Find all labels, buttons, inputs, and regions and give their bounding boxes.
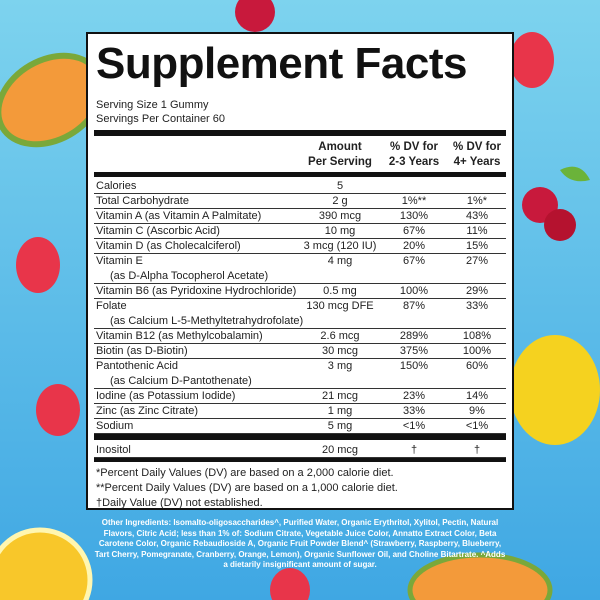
column-header: 4+ Years xyxy=(453,156,501,168)
serving-size: Serving Size 1 Gummy xyxy=(96,99,209,111)
dv-2-3-years: <1% xyxy=(402,420,426,432)
dv-2-3-years: 20% xyxy=(402,240,426,252)
dv-2-3-years: 150% xyxy=(399,360,429,372)
nutrient-name: Inositol xyxy=(96,444,131,456)
dv-4-plus-years: 1%* xyxy=(466,195,488,207)
dv-2-3-years: 130% xyxy=(399,210,429,222)
dv-2-3-years: 23% xyxy=(402,390,426,402)
nutrient-name: Biotin (as D-Biotin) xyxy=(96,345,188,357)
row-rule xyxy=(94,238,506,239)
amount: 5 xyxy=(336,180,344,192)
nutrient-name: Zinc (as Zinc Citrate) xyxy=(96,405,199,417)
nutrient-name: Pantothenic Acid xyxy=(96,360,178,372)
nutrient-name: Vitamin D (as Cholecalciferol) xyxy=(96,240,241,252)
dv-2-3-years: 33% xyxy=(402,405,426,417)
nutrient-name: Total Carbohydrate xyxy=(96,195,189,207)
dv-4-plus-years: 27% xyxy=(465,255,489,267)
servings-per-container: Servings Per Container 60 xyxy=(96,113,226,125)
nutrient-name: Folate xyxy=(96,300,127,312)
row-rule xyxy=(94,283,506,284)
column-header: Per Serving xyxy=(308,156,372,168)
dv-2-3-years: 100% xyxy=(399,285,429,297)
supplement-facts-panel: Supplement Facts Serving Size 1 Gummy Se… xyxy=(86,32,514,510)
dv-2-3-years: † xyxy=(410,444,418,456)
dv-2-3-years: 375% xyxy=(399,345,429,357)
column-header: 2-3 Years xyxy=(388,156,440,168)
footnote: †Daily Value (DV) not established. xyxy=(96,497,263,509)
amount: 3 mcg (120 IU) xyxy=(303,240,377,252)
row-rule xyxy=(94,193,506,194)
nutrient-source: (as D-Alpha Tocopherol Acetate) xyxy=(110,270,269,282)
nutrient-name: Iodine (as Potassium Iodide) xyxy=(96,390,236,402)
amount: 2.6 mcg xyxy=(320,330,360,342)
dv-4-plus-years: 108% xyxy=(462,330,492,342)
rule xyxy=(94,130,506,136)
column-header: % DV for xyxy=(390,141,438,153)
row-rule xyxy=(94,418,506,419)
dv-4-plus-years: 100% xyxy=(462,345,492,357)
row-rule xyxy=(94,208,506,209)
amount: 5 mg xyxy=(327,420,353,432)
amount: 0.5 mg xyxy=(323,285,357,297)
rule xyxy=(94,172,506,177)
dv-4-plus-years: <1% xyxy=(465,420,489,432)
dv-2-3-years: 1%** xyxy=(401,195,427,207)
row-rule xyxy=(94,358,506,359)
dv-4-plus-years: 33% xyxy=(465,300,489,312)
column-header: Amount xyxy=(318,141,362,153)
row-rule xyxy=(94,328,506,329)
rule xyxy=(94,434,506,440)
row-rule xyxy=(94,298,506,299)
footnote: *Percent Daily Values (DV) are based on … xyxy=(96,467,394,479)
row-rule xyxy=(94,223,506,224)
amount: 1 mg xyxy=(327,405,353,417)
dv-4-plus-years: 14% xyxy=(465,390,489,402)
row-rule xyxy=(94,343,506,344)
row-rule xyxy=(94,253,506,254)
nutrient-source: (as Calcium D-Pantothenate) xyxy=(110,375,252,387)
dv-4-plus-years: 9% xyxy=(469,405,485,417)
amount: 390 mcg xyxy=(318,210,362,222)
dv-4-plus-years: 43% xyxy=(465,210,489,222)
row-rule xyxy=(94,403,506,404)
footnote: **Percent Daily Values (DV) are based on… xyxy=(96,482,398,494)
amount: 21 mcg xyxy=(321,390,359,402)
row-rule xyxy=(94,433,506,434)
amount: 4 mg xyxy=(327,255,353,267)
amount: 10 mg xyxy=(324,225,356,237)
nutrient-name: Vitamin A (as Vitamin A Palmitate) xyxy=(96,210,262,222)
title: Supplement Facts xyxy=(96,39,467,88)
rule xyxy=(94,458,506,462)
row-rule xyxy=(94,388,506,389)
dv-4-plus-years: 60% xyxy=(465,360,489,372)
nutrient-name: Vitamin B12 (as Methylcobalamin) xyxy=(96,330,263,342)
dv-4-plus-years: 29% xyxy=(465,285,489,297)
dv-2-3-years: 87% xyxy=(402,300,426,312)
dv-4-plus-years: † xyxy=(473,444,481,456)
nutrient-name: Vitamin E xyxy=(96,255,143,267)
amount: 130 mcg DFE xyxy=(306,300,374,312)
amount: 2 g xyxy=(332,195,348,207)
nutrient-name: Calories xyxy=(96,180,137,192)
dv-2-3-years: 67% xyxy=(402,225,426,237)
amount: 3 mg xyxy=(327,360,353,372)
nutrient-name: Vitamin C (Ascorbic Acid) xyxy=(96,225,220,237)
other-ingredients: Other Ingredients: Isomalto-oligosacchar… xyxy=(94,518,506,569)
amount: 20 mcg xyxy=(321,444,359,456)
dv-4-plus-years: 15% xyxy=(465,240,489,252)
nutrient-name: Sodium xyxy=(96,420,134,432)
dv-2-3-years: 67% xyxy=(402,255,426,267)
row-rule xyxy=(94,457,506,458)
column-header: % DV for xyxy=(453,141,501,153)
nutrient-name: Vitamin B6 (as Pyridoxine Hydrochloride) xyxy=(96,285,297,297)
dv-2-3-years: 289% xyxy=(399,330,429,342)
dv-4-plus-years: 11% xyxy=(466,225,488,237)
amount: 30 mcg xyxy=(321,345,359,357)
nutrient-source: (as Calcium L-5-Methyltetrahydrofolate) xyxy=(110,315,304,327)
